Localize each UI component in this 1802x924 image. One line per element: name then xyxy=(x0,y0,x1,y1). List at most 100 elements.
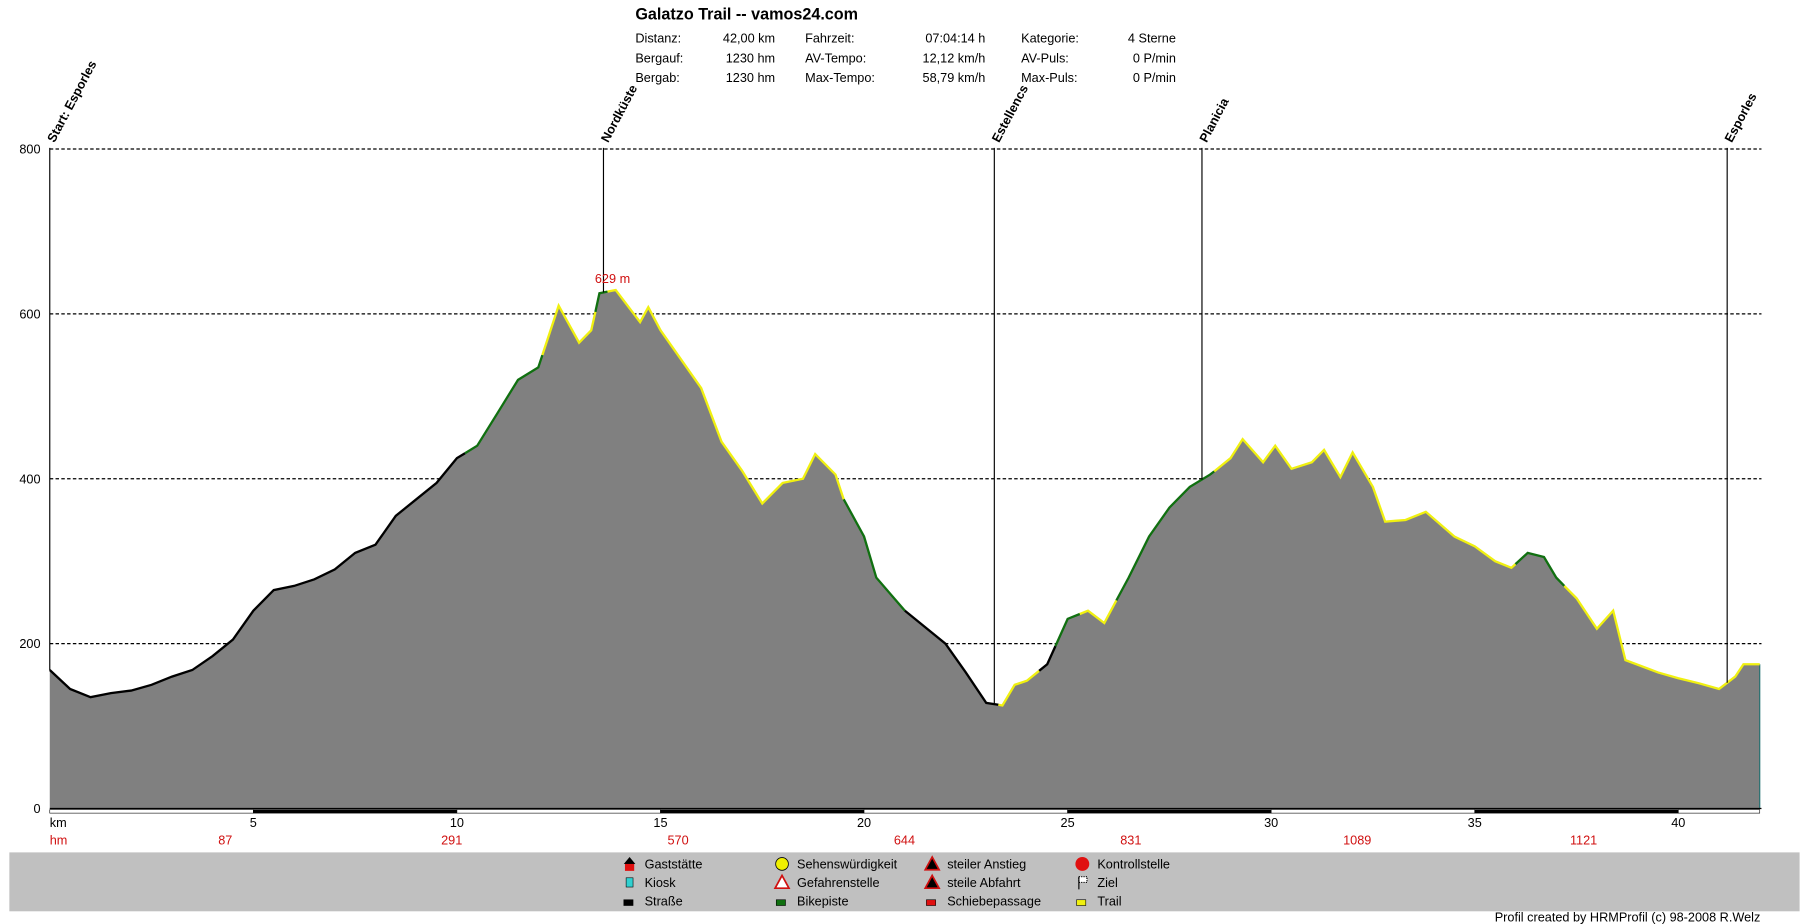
x-tick-label: 10 xyxy=(450,816,464,830)
km-scale-bar xyxy=(1067,809,1272,814)
legend-item-label: Bikepiste xyxy=(797,895,848,909)
km-scale-bar xyxy=(1270,809,1476,814)
x-tick-label: 30 xyxy=(1264,816,1278,830)
x-tick-label: 25 xyxy=(1061,816,1075,830)
x-tick-label: 15 xyxy=(653,816,667,830)
stat-label: Distanz: xyxy=(635,32,681,46)
legend-item-label: steile Abfahrt xyxy=(947,876,1021,890)
waypoint-label: Estellencs xyxy=(989,83,1031,145)
warning-triangle-icon xyxy=(773,873,791,890)
header: Galatzo Trail -- vamos24.com Distanz: 42,… xyxy=(635,6,1176,85)
smiley-icon xyxy=(775,857,789,871)
stat-value: 0 P/min xyxy=(1133,71,1176,85)
surface-segment xyxy=(904,609,999,706)
steep-down-icon xyxy=(923,873,941,890)
stop-icon xyxy=(1075,857,1090,871)
surface-segment xyxy=(1115,470,1215,601)
waypoint-label: Esporles xyxy=(1722,91,1760,145)
finish-flag-icon xyxy=(1078,876,1088,890)
surface-segment xyxy=(1563,585,1760,691)
legend-item-label: Schiebepassage xyxy=(947,895,1041,909)
stat-value: 4 Sterne xyxy=(1128,32,1176,46)
hm-value: 291 xyxy=(441,833,462,847)
hm-label: hm xyxy=(50,833,68,847)
surface-segment xyxy=(1079,599,1118,625)
yellow-square-icon xyxy=(1076,899,1087,906)
legend-item-label: Gefahrenstelle xyxy=(797,876,880,890)
chart-title: Galatzo Trail -- vamos24.com xyxy=(635,6,858,24)
elevation-area xyxy=(49,290,1760,809)
surface-segment xyxy=(998,669,1040,707)
max-elevation-label: 629 m xyxy=(595,272,630,286)
legend: Gaststätte Kiosk Straße Sehenswürdigkeit Gef… xyxy=(623,855,1170,909)
km-scale-bar xyxy=(253,809,458,814)
stat-label: Bergab: xyxy=(635,71,679,85)
footer-credit: Profil created by HRMProfil (c) 98-2008 … xyxy=(1495,911,1761,924)
surface-segment xyxy=(1054,612,1081,647)
legend-item-label: Kiosk xyxy=(645,876,677,890)
hm-value: 570 xyxy=(667,833,688,847)
x-tick-label: 5 xyxy=(250,816,257,830)
legend-item-label: Ziel xyxy=(1097,876,1117,890)
hm-value: 1089 xyxy=(1343,833,1371,847)
stat-label: Max-Puls: xyxy=(1021,71,1077,85)
legend-item-label: Gaststätte xyxy=(645,858,703,872)
km-scale-bar xyxy=(863,809,1068,814)
km-scale-bar xyxy=(1678,809,1761,814)
surface-segment xyxy=(541,302,597,356)
cup-icon xyxy=(625,877,634,888)
y-tick-label: 800 xyxy=(19,143,40,157)
hm-value: 1121 xyxy=(1570,833,1597,847)
stat-label: AV-Puls: xyxy=(1021,51,1069,65)
surface-segment xyxy=(1213,437,1517,570)
x-tick-label: 20 xyxy=(857,816,871,830)
y-tick-label: 600 xyxy=(19,307,40,321)
legend-item-label: Trail xyxy=(1097,895,1121,909)
stat-label: Bergauf: xyxy=(635,51,683,65)
stat-value: 07:04:14 h xyxy=(925,32,985,46)
green-square-icon xyxy=(775,899,786,906)
x-tick-label: 35 xyxy=(1468,816,1482,830)
surface-segment xyxy=(1038,645,1057,672)
surface-segment xyxy=(1514,551,1566,587)
waypoint-label: Nordküste xyxy=(598,83,640,145)
stat-label: AV-Tempo: xyxy=(805,51,866,65)
surface-segment xyxy=(48,452,466,699)
surface-segment xyxy=(464,354,544,455)
surface-segment xyxy=(842,498,906,612)
steep-up-icon xyxy=(923,855,941,871)
y-tick-label: 400 xyxy=(19,472,40,486)
legend-item-label: Straße xyxy=(645,895,683,909)
legend-box xyxy=(9,852,1800,912)
stat-label: Kategorie: xyxy=(1021,32,1079,46)
legend-item-label: Sehenswürdigkeit xyxy=(797,858,898,872)
legend-item-label: steiler Anstieg xyxy=(947,858,1026,872)
hm-value: 831 xyxy=(1120,833,1141,847)
waypoint-label: Planicia xyxy=(1197,95,1232,145)
stat-value: 0 P/min xyxy=(1133,51,1176,65)
x-axis-label: km xyxy=(50,816,67,830)
km-scale-bar xyxy=(1474,809,1679,814)
stat-value: 58,79 km/h xyxy=(923,71,986,85)
stat-value: 12,12 km/h xyxy=(923,51,986,65)
black-square-icon xyxy=(623,899,634,906)
stat-value: 42,00 km xyxy=(723,32,775,46)
km-scale-bar xyxy=(49,809,254,814)
stat-label: Fahrzeit: xyxy=(805,32,854,46)
y-tick-label: 200 xyxy=(19,637,40,651)
surface-segment xyxy=(594,290,608,313)
km-scale-bar xyxy=(660,809,865,814)
waypoint-label: Start: Esporles xyxy=(45,58,100,144)
surface-segment xyxy=(607,288,845,506)
stat-value: 1230 hm xyxy=(726,71,775,85)
x-tick-label: 40 xyxy=(1671,816,1685,830)
red-square-icon xyxy=(926,899,936,906)
stat-label: Max-Tempo: xyxy=(805,71,875,85)
stat-value: 1230 hm xyxy=(726,51,775,65)
km-scale-bar xyxy=(456,809,661,814)
hm-value: 87 xyxy=(218,833,232,847)
house-icon xyxy=(623,857,636,871)
y-tick-label: 0 xyxy=(33,802,40,816)
hm-value: 644 xyxy=(894,833,915,847)
